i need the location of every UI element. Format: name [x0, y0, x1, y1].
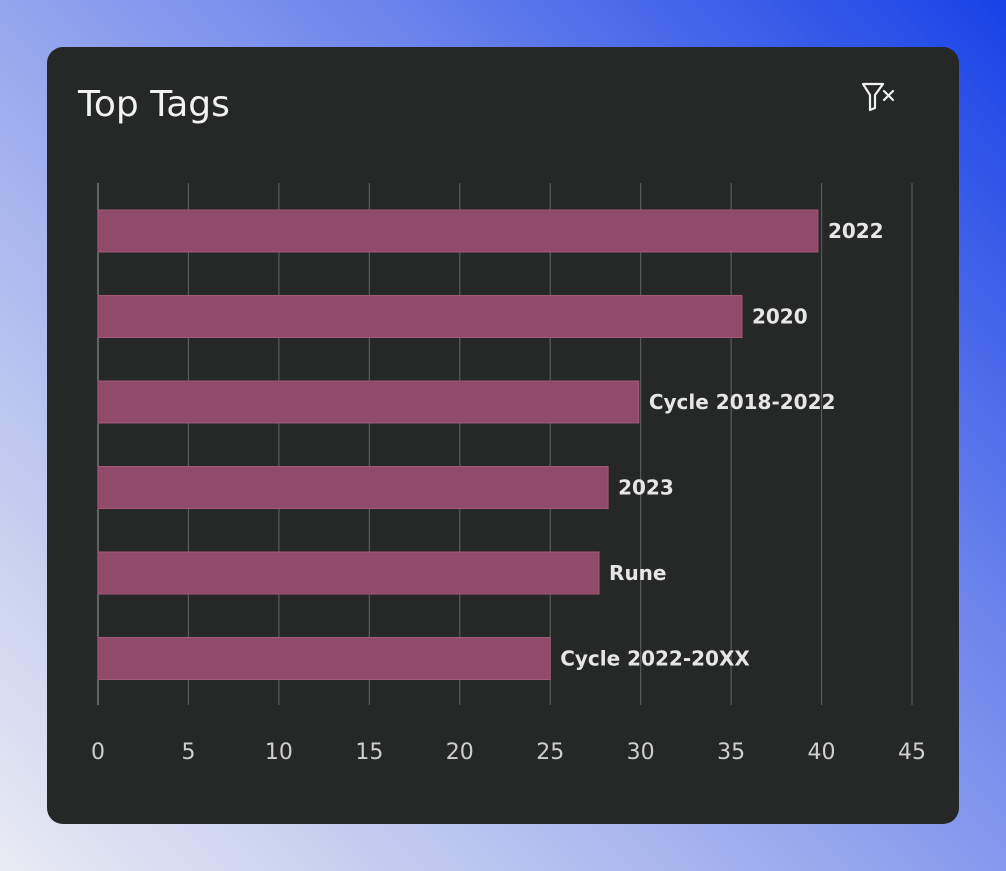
bar	[97, 380, 640, 424]
bar	[97, 637, 551, 680]
bar-label: Cycle 2018-2022	[649, 390, 836, 414]
x-tick-label: 35	[717, 740, 745, 765]
bar	[97, 466, 609, 509]
bar	[97, 209, 819, 253]
x-tick-label: 5	[181, 740, 195, 765]
x-tick-label: 40	[808, 740, 836, 765]
x-tick-label: 25	[536, 740, 564, 765]
x-tick-label: 15	[355, 740, 383, 765]
x-tick-label: 20	[446, 740, 474, 765]
x-axis-ticks: 0 5 10 15 20 25 30 35 40 45	[91, 740, 926, 765]
x-tick-label: 45	[898, 740, 926, 765]
top-tags-card: Top Tags 2022 2020 Cycle 2018-2022 2023 Rune…	[47, 47, 959, 824]
filter-clear-icon	[861, 82, 895, 112]
x-tick-label: 10	[265, 740, 293, 765]
card-title: Top Tags	[78, 84, 230, 125]
bar	[97, 295, 743, 338]
x-tick-label: 30	[627, 740, 655, 765]
bar-label: Cycle 2022-20XX	[560, 647, 750, 671]
grid-lines	[97, 183, 913, 705]
bar-label: 2023	[618, 476, 674, 500]
bar	[97, 551, 600, 595]
bar-label: Rune	[609, 561, 666, 585]
clear-filter-button[interactable]	[855, 75, 903, 119]
x-tick-label: 0	[91, 740, 105, 765]
bar-chart: 2022 2020 Cycle 2018-2022 2023 Rune Cycle 202…	[91, 183, 926, 765]
bar-label: 2022	[828, 219, 884, 243]
bars	[97, 209, 819, 680]
bar-label: 2020	[752, 305, 808, 329]
bar-labels: 2022 2020 Cycle 2018-2022 2023 Rune Cycle 202…	[560, 219, 883, 671]
